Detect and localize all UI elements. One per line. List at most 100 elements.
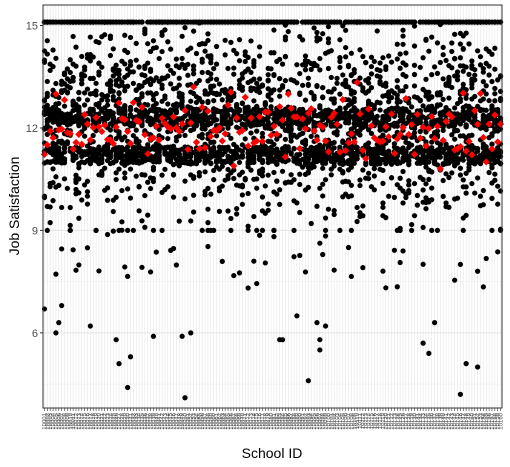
school-mean-point [109,140,117,148]
teacher-point [211,227,217,234]
school-mean-point [425,124,433,133]
teacher-point [165,135,171,142]
teacher-point [454,160,461,166]
teacher-point [73,44,79,50]
teacher-point [213,133,220,139]
teacher-point [472,77,478,83]
x-tick-label: 10021 [100,412,106,429]
teacher-point [208,60,214,66]
teacher-point [429,169,435,175]
teacher-point [368,63,375,70]
teacher-point [483,91,489,97]
x-tick-label: 10126 [401,412,407,429]
teacher-point [251,98,257,104]
teacher-point [297,90,303,96]
x-tick-label: 10097 [318,412,324,429]
teacher-point [239,201,245,207]
teacher-point [277,93,283,99]
teacher-point [93,88,99,94]
school-mean-point [293,113,301,121]
teacher-point [236,58,243,64]
teacher-point [452,136,458,142]
teacher-point [400,116,406,123]
teacher-point [294,19,300,25]
x-tick-label: 10139 [438,412,444,429]
teacher-point [391,247,398,253]
teacher-point [271,87,277,93]
teacher-point [386,53,392,59]
school-mean-point [201,144,209,152]
teacher-point [288,172,294,178]
x-tick-label: 10135 [427,412,433,429]
teacher-point [127,195,134,201]
teacher-point [320,95,326,101]
x-tick-label: 10152 [476,412,482,429]
teacher-point [208,160,214,166]
teacher-point [147,185,154,192]
teacher-point [366,175,372,182]
teacher-point [302,67,309,73]
teacher-point [411,83,418,89]
teacher-point [337,105,343,111]
x-tick-label: 10033 [134,412,140,429]
school-mean-point [115,99,123,107]
teacher-point [297,209,303,216]
teacher-point [452,31,458,37]
teacher-point [104,197,111,203]
school-mean-point [436,165,444,173]
teacher-point [176,151,182,157]
x-tick-label: 10148 [464,412,470,429]
x-tick-label: 10107 [347,412,353,429]
x-tick-label: 10088 [292,412,298,429]
teacher-point [480,187,486,194]
teacher-point [331,211,337,218]
school-mean-point [92,113,100,122]
teacher-point [96,72,102,78]
teacher-point [122,134,128,140]
school-mean-point [379,137,387,145]
teacher-point [73,63,79,69]
teacher-point [265,115,271,121]
school-mean-point [356,110,364,118]
x-tick-label: 10080 [269,412,275,429]
teacher-point [205,243,211,250]
teacher-point [216,208,223,214]
school-mean-point [410,150,419,158]
teacher-point [277,56,283,62]
teacher-point [96,60,102,66]
teacher-point-outlier [150,333,157,339]
teacher-point [363,123,369,129]
teacher-point [173,110,179,116]
teacher-point [236,107,243,113]
teacher-point [489,165,495,171]
teacher-point [168,81,174,87]
x-tick-label: 10156 [487,412,493,429]
school-mean-point [178,120,186,128]
teacher-point-outlier [463,361,469,367]
school-mean-point [336,148,344,156]
teacher-point [213,43,220,50]
school-mean-point [83,120,92,128]
x-tick-label: 10117 [375,412,381,429]
teacher-point [156,55,162,62]
teacher-point [337,64,343,71]
teacher-point [311,25,317,31]
teacher-point [486,72,492,78]
school-mean-point [227,88,235,96]
teacher-point [440,76,446,82]
teacher-point [386,137,392,144]
teacher-point [466,164,472,170]
teacher-point [76,165,82,171]
x-tick-label: 10078 [263,412,269,429]
teacher-point [420,261,426,267]
teacher-point [64,89,70,95]
x-tick-label: 10096 [315,412,321,429]
teacher-point [328,74,334,81]
teacher-point [84,86,91,92]
teacher-point [368,85,375,91]
school-mean-point [491,111,499,119]
teacher-point [489,51,495,57]
teacher-point [469,132,475,138]
teacher-point [61,149,68,155]
school-mean-point [121,116,129,124]
